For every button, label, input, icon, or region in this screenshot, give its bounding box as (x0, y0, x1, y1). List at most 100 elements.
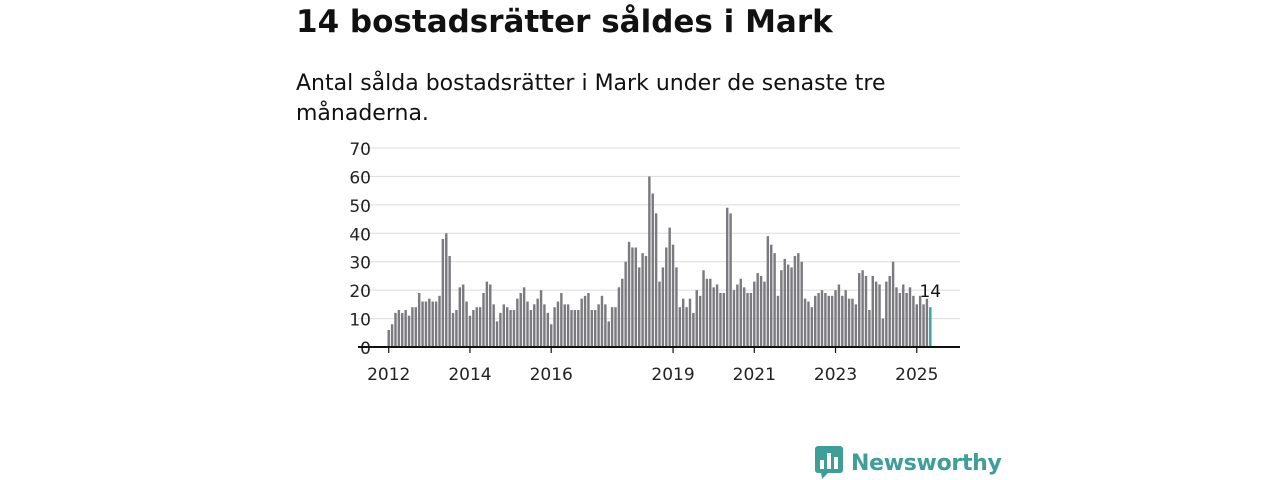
bar (441, 238, 445, 347)
x-tick-label: 2014 (448, 365, 491, 385)
bar (817, 292, 820, 347)
bar (421, 301, 424, 347)
bar (407, 315, 411, 347)
bar (499, 312, 502, 347)
bar (614, 307, 617, 347)
bar (918, 295, 922, 347)
bar (438, 295, 441, 347)
bar (428, 298, 431, 347)
bar (766, 236, 770, 347)
bar (776, 295, 780, 347)
bar (556, 301, 560, 347)
bar (912, 295, 915, 347)
x-axis: 2012 2014 2016 2019 2021 2023 2025 (358, 346, 960, 385)
bar (583, 295, 587, 347)
bar (780, 270, 783, 347)
bar (570, 310, 573, 347)
bar (502, 304, 506, 347)
bar (482, 292, 485, 347)
x-tick-label: 2023 (814, 365, 857, 385)
bar (705, 278, 709, 347)
bar (593, 310, 597, 347)
bar-highlight (929, 307, 932, 347)
bar (729, 213, 732, 347)
bar (827, 295, 830, 347)
bar (807, 301, 810, 347)
bar (732, 290, 736, 347)
chart-title: 14 bostadsrätter såldes i Mark (296, 4, 833, 40)
bar (756, 273, 759, 347)
bar (878, 284, 881, 347)
bar (847, 298, 851, 347)
bar (851, 298, 854, 347)
bar (844, 290, 847, 347)
bar (908, 287, 912, 347)
bar (814, 295, 817, 347)
y-tick-label: 30 (349, 254, 371, 274)
bar (607, 321, 610, 347)
bar (516, 298, 519, 347)
bar (617, 287, 621, 347)
bar (648, 176, 651, 347)
bar (854, 304, 858, 347)
bar (763, 281, 766, 347)
bar (888, 275, 891, 347)
bar (414, 307, 418, 347)
bar (597, 304, 600, 347)
bar (519, 292, 522, 347)
bar (658, 281, 661, 347)
bar (770, 244, 773, 347)
bar (455, 310, 458, 347)
bar (580, 298, 583, 347)
bar (830, 295, 834, 347)
bar (644, 256, 648, 347)
bar (512, 310, 516, 347)
bar (675, 267, 678, 347)
bar (560, 292, 563, 347)
bar (526, 301, 529, 347)
bar (688, 298, 692, 347)
y-tick-label: 70 (349, 140, 371, 160)
bar (709, 278, 712, 347)
bar (563, 304, 566, 347)
bar (834, 290, 837, 347)
y-tick-label: 0 (360, 339, 371, 359)
bar (861, 270, 864, 347)
bar (654, 213, 658, 347)
bar (895, 287, 898, 347)
bar (458, 287, 462, 347)
bar-series (387, 176, 932, 347)
bar (915, 304, 918, 347)
newsworthy-logo: Newsworthy (815, 446, 1002, 480)
bar (902, 284, 905, 347)
bar (746, 292, 749, 347)
bar (736, 284, 739, 347)
bar (803, 298, 807, 347)
bar (881, 318, 885, 347)
bar (864, 275, 868, 347)
bar (546, 312, 550, 347)
bar (553, 307, 556, 347)
bar (885, 281, 888, 347)
last-value-label: 14 (919, 282, 941, 302)
bar (797, 253, 800, 347)
bar (671, 244, 675, 347)
bar (549, 324, 553, 347)
bar (739, 278, 742, 347)
bar (590, 310, 594, 347)
bar (820, 290, 824, 347)
bar (610, 307, 614, 347)
bar (424, 301, 428, 347)
bar (874, 281, 878, 347)
bar (698, 295, 702, 347)
bar (858, 273, 861, 347)
brand-name: Newsworthy (851, 450, 1002, 476)
bar (448, 256, 451, 347)
bar (651, 193, 654, 347)
bar (753, 281, 756, 347)
bar (925, 298, 929, 347)
bar (485, 281, 489, 347)
bar (922, 304, 925, 347)
x-tick-label: 2019 (651, 365, 694, 385)
bar (749, 292, 753, 347)
